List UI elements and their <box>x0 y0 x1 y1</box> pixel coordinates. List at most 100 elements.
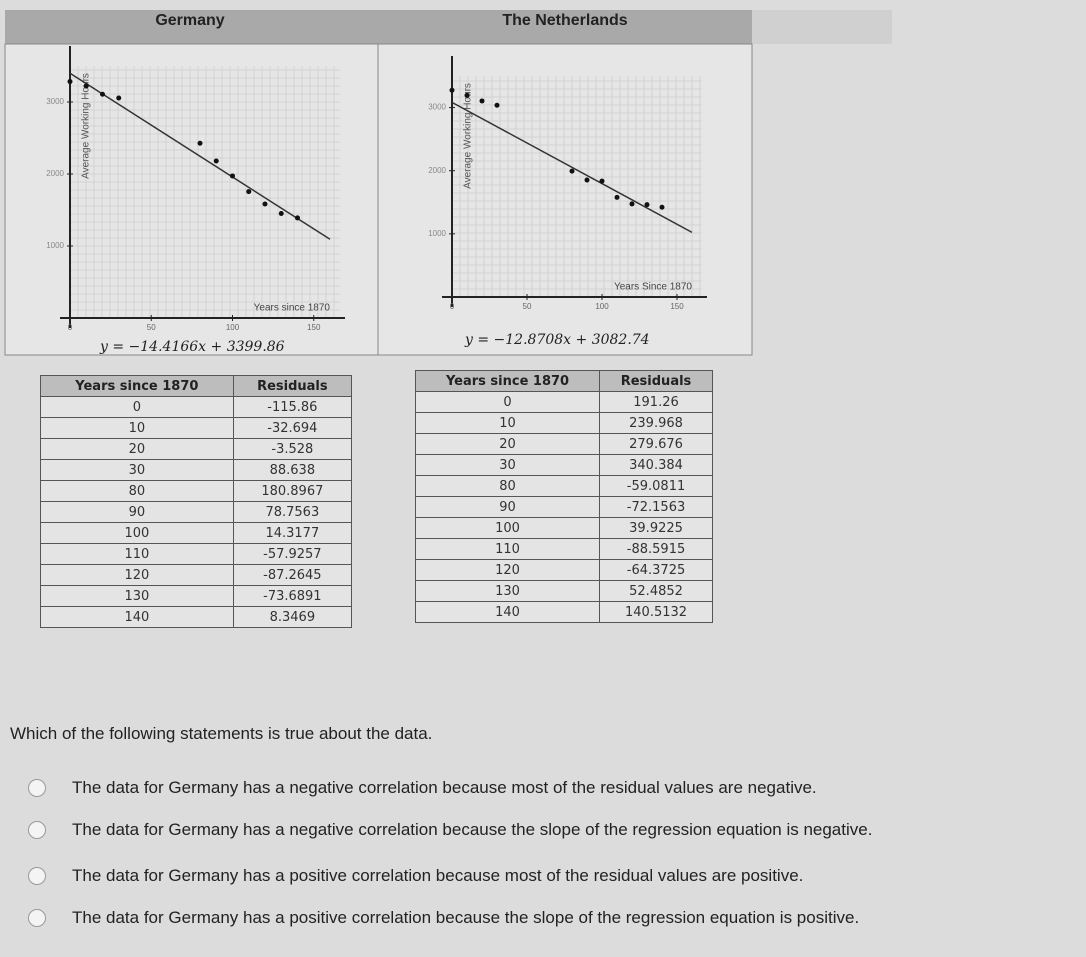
table-cell: 239.968 <box>599 412 713 434</box>
option-text: The data for Germany has a negative corr… <box>72 778 817 797</box>
residual-table: Years since 1870 Residuals 0 191.26 10 239.96… <box>414 370 713 623</box>
data-point <box>100 91 105 97</box>
data-point <box>262 201 268 207</box>
equation: y = −14.4166x + 3399.86 <box>99 339 285 355</box>
equation: y = −12.8708x + 3082.74 <box>464 332 650 348</box>
data-point <box>246 189 252 195</box>
regression-line <box>451 101 693 234</box>
data-point <box>197 140 203 146</box>
data-point <box>569 168 575 174</box>
data-point <box>83 83 89 89</box>
data-point <box>295 215 300 221</box>
table-row: 100 14.3177 <box>40 522 353 544</box>
x-tick-label: 50 <box>147 323 156 332</box>
panel <box>377 43 753 356</box>
table-row: 140 140.5132 <box>414 601 713 623</box>
table-cell: 20 <box>40 438 234 460</box>
option-text: The data for Germany has a positive corr… <box>72 908 860 927</box>
table-cell: -57.9257 <box>232 543 353 565</box>
table-cell: 0 <box>414 391 601 413</box>
table-row: 10 239.968 <box>414 412 713 434</box>
table-row: 110 -57.9257 <box>40 543 353 565</box>
table-cell: 20 <box>414 433 601 455</box>
table-row: 20 279.676 <box>414 433 713 455</box>
table-header: Years since 1870 Residuals <box>40 375 353 397</box>
y-tick-label: 3000 <box>428 103 446 112</box>
data-point <box>213 158 219 164</box>
table-cell: 191.26 <box>599 391 713 413</box>
data-point <box>464 92 470 98</box>
data-point <box>494 102 500 108</box>
table-cell: 10 <box>40 417 234 439</box>
table-cell: 130 <box>40 585 234 607</box>
data-point <box>614 194 620 200</box>
table-row: 90 78.7563 <box>40 501 353 523</box>
x-tick-label: 0 <box>68 323 73 332</box>
regression-line <box>69 72 331 240</box>
table-row: 140 8.3469 <box>40 606 353 628</box>
header-cell: Years since 1870 <box>40 375 234 397</box>
table-row: 130 52.4852 <box>414 580 713 602</box>
table-cell: 140 <box>40 606 234 628</box>
table-cell: 10 <box>414 412 601 434</box>
x-axis-label: Years since 1870 <box>254 303 331 314</box>
radio-button[interactable] <box>28 867 46 885</box>
data-point <box>230 173 235 179</box>
table-cell: 90 <box>414 496 601 518</box>
table-cell: 100 <box>40 522 234 544</box>
option: The data for Germany has a negative corr… <box>28 778 817 798</box>
x-axis-label: Years Since 1870 <box>614 282 692 293</box>
header-bar-right <box>752 10 892 44</box>
y-tick-label: 2000 <box>46 169 64 178</box>
radio-button[interactable] <box>28 909 46 927</box>
x-tick-label: 100 <box>226 323 240 332</box>
table-row: 30 88.638 <box>40 459 353 481</box>
table-cell: 39.9225 <box>599 517 713 539</box>
option: The data for Germany has a positive corr… <box>28 866 803 886</box>
option: The data for Germany has a negative corr… <box>28 820 872 840</box>
table-cell: -73.6891 <box>232 585 353 607</box>
table-cell: 180.8967 <box>232 480 353 502</box>
y-tick-label: 3000 <box>46 97 64 106</box>
y-tick-label: 1000 <box>46 241 64 250</box>
table-cell: 0 <box>40 396 234 418</box>
header-bar <box>5 10 752 44</box>
data-point <box>479 98 485 104</box>
x-tick-label: 0 <box>450 302 455 311</box>
y-axis-label: Average Working Hours <box>463 83 474 189</box>
table-cell: 8.3469 <box>232 606 353 628</box>
table-row: 90 -72.1563 <box>414 496 713 518</box>
table-row: 80 -59.0811 <box>414 475 713 497</box>
radio-button[interactable] <box>28 779 46 797</box>
table-row: 30 340.384 <box>414 454 713 476</box>
table-cell: 30 <box>414 454 601 476</box>
table-cell: 52.4852 <box>599 580 713 602</box>
y-tick-label: 2000 <box>428 166 446 175</box>
option-text: The data for Germany has a negative corr… <box>72 820 873 839</box>
table-cell: 110 <box>414 538 601 560</box>
header-cell: Residuals <box>232 375 353 397</box>
data-point <box>629 201 635 207</box>
header-cell: Residuals <box>599 370 713 392</box>
radio-button[interactable] <box>28 821 46 839</box>
x-tick-label: 150 <box>307 323 321 332</box>
table-cell: 140.5132 <box>599 601 713 623</box>
option-text: The data for Germany has a positive corr… <box>72 866 804 885</box>
table-header: Years since 1870 Residuals <box>414 370 713 392</box>
header-cell: Years since 1870 <box>414 370 601 392</box>
table-cell: 120 <box>414 559 601 581</box>
table-row: 0 191.26 <box>414 391 713 413</box>
table-cell: -32.694 <box>232 417 353 439</box>
data-point <box>659 204 665 210</box>
table-cell: 80 <box>40 480 234 502</box>
data-point <box>644 202 650 208</box>
x-tick-label: 150 <box>670 302 684 311</box>
residual-table: Years since 1870 Residuals 0 -115.86 10 -32.6… <box>40 375 353 628</box>
table-row: 120 -64.3725 <box>414 559 713 581</box>
table-cell: 130 <box>414 580 601 602</box>
table-cell: 30 <box>40 459 234 481</box>
table-cell: 88.638 <box>232 459 353 481</box>
table-row: 20 -3.528 <box>40 438 353 460</box>
